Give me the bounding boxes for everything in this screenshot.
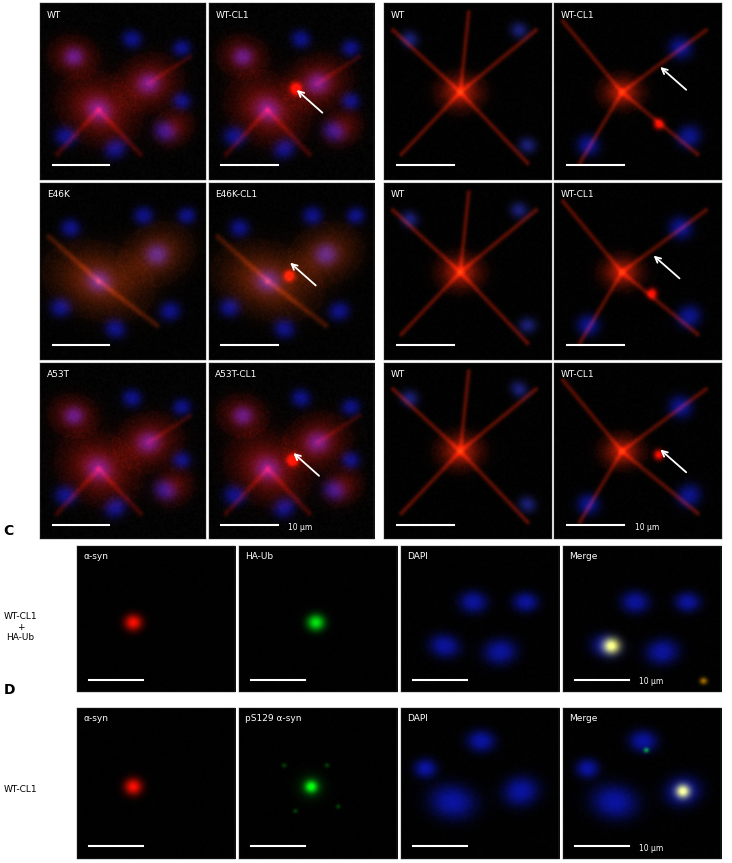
Text: WT-CL1
+
HA-Ub: WT-CL1 + HA-Ub [4,612,37,642]
Text: WT: WT [391,370,406,379]
Text: WT-CL1: WT-CL1 [215,10,249,20]
Text: DAPI: DAPI [407,552,428,561]
Text: A53T: A53T [47,370,70,379]
Text: Merge: Merge [569,552,597,561]
Text: 10 μm: 10 μm [635,523,659,532]
Text: WT-CL1: WT-CL1 [561,191,595,199]
Text: D: D [4,683,15,697]
Text: Merge: Merge [569,714,597,722]
Text: WT: WT [391,191,406,199]
Text: WT-CL1: WT-CL1 [561,370,595,379]
Text: WT: WT [391,10,406,20]
Text: 10 μm: 10 μm [639,677,663,686]
Text: DAPI: DAPI [407,714,428,722]
Text: HA-Ub: HA-Ub [245,552,273,561]
Text: A53T-CL1: A53T-CL1 [215,370,258,379]
Text: α-syn: α-syn [83,714,108,722]
Text: E46K-CL1: E46K-CL1 [215,191,258,199]
Text: WT: WT [47,10,61,20]
Text: 10 μm: 10 μm [639,844,663,853]
Text: WT-CL1: WT-CL1 [561,10,595,20]
Text: pS129 α-syn: pS129 α-syn [245,714,302,722]
Text: 10 μm: 10 μm [288,523,313,532]
Text: E46K: E46K [47,191,70,199]
Text: C: C [4,524,14,538]
Text: WT-CL1: WT-CL1 [4,784,37,794]
Text: α-syn: α-syn [83,552,108,561]
